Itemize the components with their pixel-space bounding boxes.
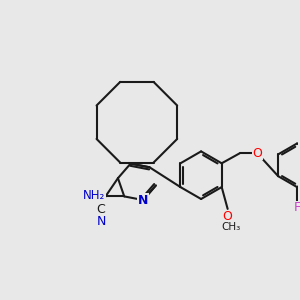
Text: N: N bbox=[138, 194, 148, 207]
Text: C: C bbox=[97, 203, 106, 216]
Text: N: N bbox=[96, 215, 106, 228]
Text: O: O bbox=[223, 210, 232, 223]
Text: O: O bbox=[253, 147, 262, 160]
Text: NH₂: NH₂ bbox=[83, 189, 106, 202]
Text: CH₃: CH₃ bbox=[221, 222, 240, 232]
Text: F: F bbox=[293, 201, 300, 214]
